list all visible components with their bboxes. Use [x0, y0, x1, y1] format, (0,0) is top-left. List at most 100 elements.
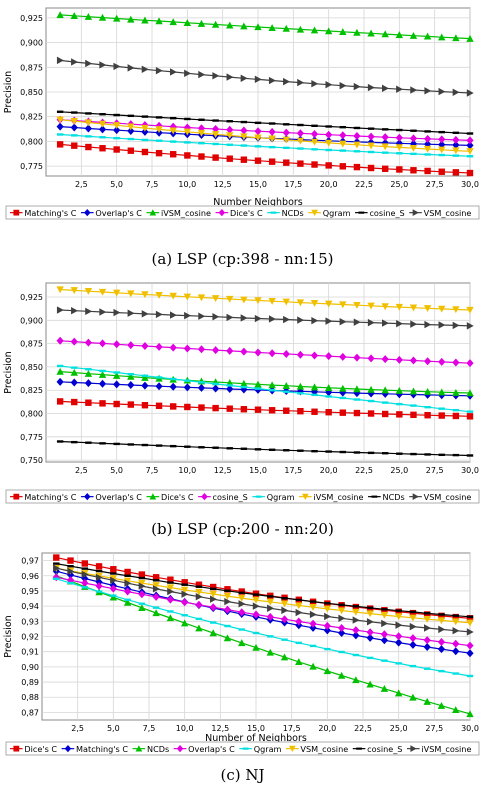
legend-marker [358, 211, 365, 214]
data-point [325, 317, 333, 325]
data-point [295, 658, 303, 666]
x-tick-label: 10,0 [176, 724, 194, 733]
data-point [310, 383, 319, 391]
data-point [381, 143, 389, 151]
data-point [423, 305, 432, 312]
y-tick-label: 0,95 [21, 587, 39, 596]
data-point [452, 453, 460, 457]
data-point [141, 16, 149, 24]
data-point [437, 645, 446, 654]
data-point [70, 117, 78, 125]
data-point [325, 130, 333, 139]
data-point [212, 346, 220, 355]
data-point [254, 23, 262, 31]
data-point [466, 359, 474, 368]
data-point [438, 140, 446, 149]
x-tick-label: 17,5 [284, 466, 302, 475]
data-point [198, 141, 205, 145]
data-point [466, 306, 474, 314]
data-point [85, 135, 92, 138]
data-point [325, 395, 332, 398]
data-point [338, 629, 346, 638]
data-point [98, 370, 107, 378]
legend-marker [288, 745, 296, 752]
data-point [353, 82, 361, 91]
data-point [138, 571, 146, 578]
data-point [466, 132, 474, 135]
data-point [110, 566, 117, 573]
data-point [409, 693, 417, 701]
data-point [70, 337, 78, 346]
data-point [353, 389, 361, 398]
x-tick-label: 15,0 [249, 466, 267, 475]
data-point [424, 167, 431, 175]
legend-marker [412, 493, 419, 500]
x-axis-label: Number of Neighbors [205, 733, 307, 744]
legend-marker [371, 495, 378, 498]
data-point [240, 156, 248, 163]
data-point [325, 125, 332, 128]
data-point [226, 125, 234, 134]
data-point [123, 598, 132, 606]
data-point [167, 587, 175, 596]
data-point [410, 411, 417, 419]
data-point [324, 612, 332, 621]
data-point [240, 144, 248, 147]
data-point [124, 568, 131, 576]
data-point [109, 593, 118, 601]
series-line [56, 133, 474, 158]
legend-marker [410, 745, 417, 752]
data-point [339, 384, 347, 392]
data-point [466, 641, 474, 650]
data-point [423, 636, 431, 645]
data-point [84, 119, 93, 127]
x-tick-label: 10,0 [178, 180, 196, 189]
x-tick-label: 27,5 [425, 724, 443, 733]
legend-label: Dice's C [161, 492, 194, 502]
data-point [112, 122, 121, 130]
data-point [110, 572, 117, 575]
data-point [195, 581, 203, 588]
data-point [268, 24, 276, 31]
data-point [325, 80, 333, 89]
data-point [295, 602, 303, 610]
data-point [210, 621, 217, 624]
data-point [184, 69, 192, 78]
data-point [452, 140, 460, 149]
chart-c: 2,5 5,0 7,5 10,0 12,5 15,0 17,5 20,0 22,5 25,0 27,… [3, 552, 480, 756]
data-point [56, 110, 64, 113]
data-point [466, 615, 474, 618]
y-tick-label: 0,850 [20, 363, 43, 372]
data-point [295, 641, 302, 645]
data-point [127, 123, 135, 131]
data-point [337, 671, 346, 679]
data-point [452, 412, 460, 420]
data-point [240, 385, 248, 389]
data-point [296, 137, 305, 145]
data-point [56, 286, 64, 294]
y-tick-label: 0,925 [20, 14, 43, 23]
data-point [396, 402, 403, 406]
data-point [409, 609, 417, 617]
data-point [437, 617, 446, 625]
data-point [210, 587, 217, 591]
data-point [84, 370, 93, 377]
data-point [410, 320, 418, 328]
data-point [339, 131, 347, 140]
data-point [381, 30, 389, 38]
data-point [56, 336, 64, 345]
x-tick-label: 5,0 [110, 466, 123, 475]
data-point [266, 598, 274, 606]
data-point [438, 305, 446, 313]
data-point [56, 364, 64, 368]
data-point [238, 588, 245, 595]
data-point [226, 447, 233, 450]
data-point [367, 399, 375, 403]
legend-label: NCDs [383, 492, 405, 502]
data-point [466, 413, 474, 420]
legend-label: iVSM_cosine [421, 744, 471, 754]
data-point [113, 400, 120, 408]
data-point [170, 151, 177, 158]
data-point [323, 621, 331, 630]
legend-marker [176, 745, 184, 753]
